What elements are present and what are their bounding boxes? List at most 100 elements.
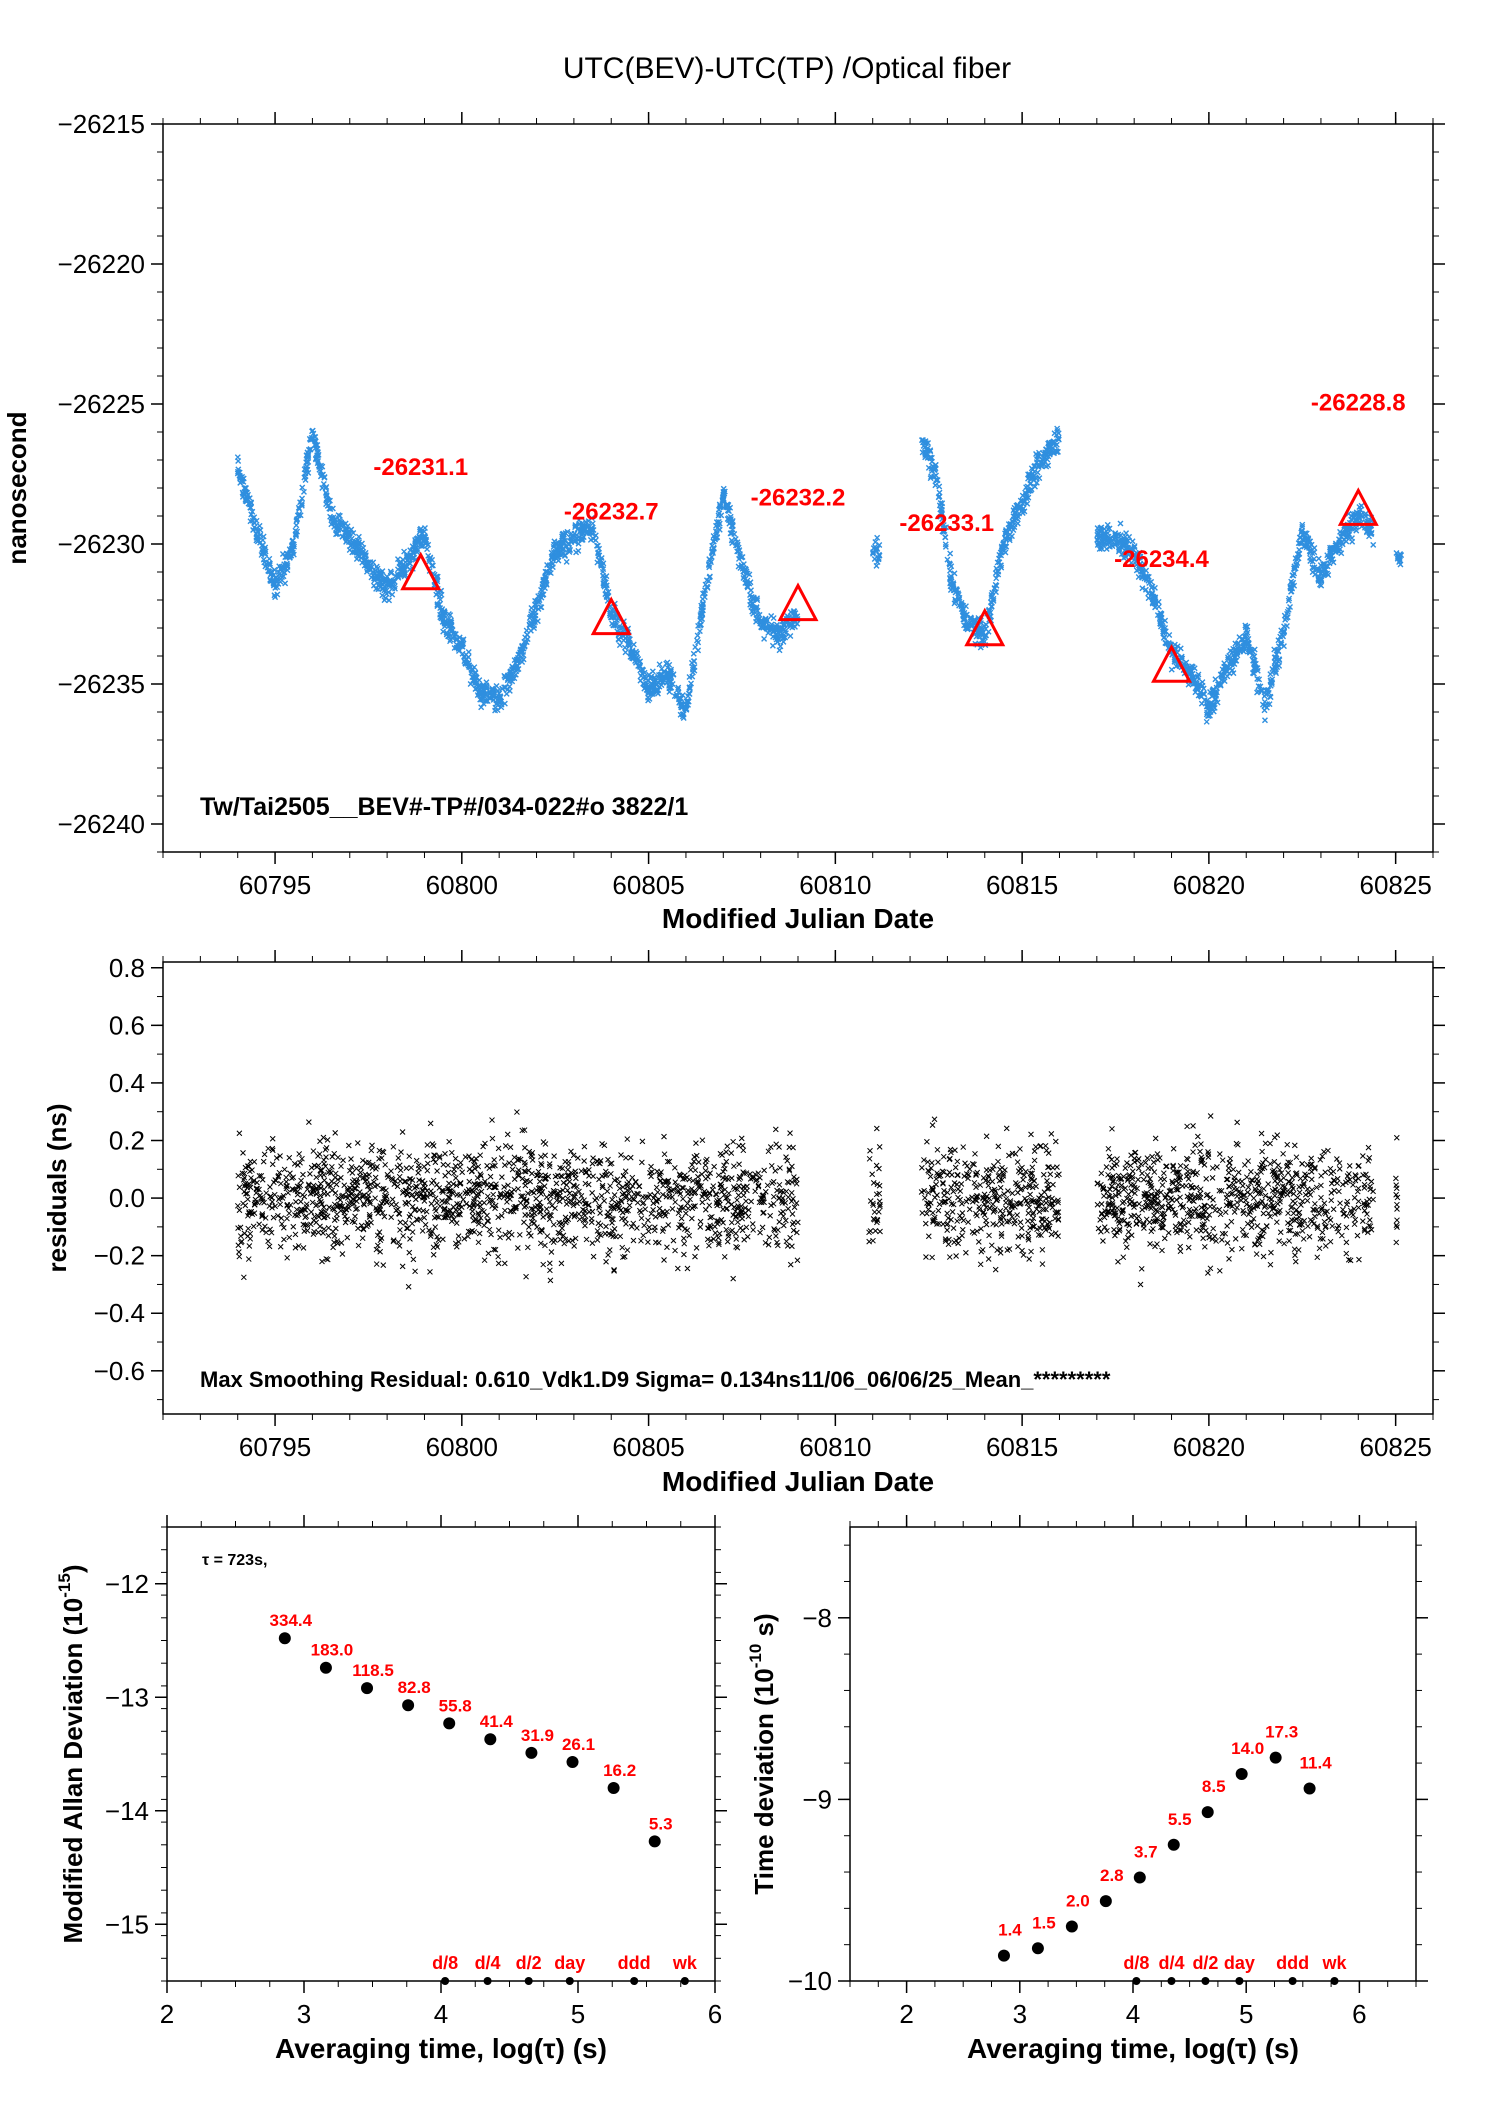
time-series-point	[1166, 631, 1173, 638]
residual-point	[502, 1207, 508, 1214]
residual-point	[521, 1219, 527, 1226]
time-series-point	[646, 695, 653, 702]
time-series-point	[403, 552, 410, 559]
residual-point	[495, 1145, 502, 1152]
residual-point	[571, 1243, 578, 1249]
time-series-point	[535, 593, 542, 600]
residual-point	[495, 1253, 501, 1260]
time-series-point	[387, 568, 394, 575]
residual-point	[706, 1242, 712, 1249]
residual-point	[481, 1199, 488, 1206]
residual-point	[352, 1213, 358, 1220]
residual-point	[450, 1203, 457, 1210]
residual-point	[297, 1198, 304, 1205]
residual-point	[265, 1145, 272, 1152]
residual-point	[321, 1226, 327, 1232]
time-series-point	[315, 458, 322, 464]
time-series-point	[277, 575, 284, 582]
time-series-point	[307, 446, 314, 453]
residual-point	[717, 1150, 724, 1157]
time-series-point	[250, 527, 257, 534]
residual-point	[648, 1173, 654, 1180]
residual-point	[669, 1205, 676, 1212]
time-series-point	[323, 483, 330, 490]
residual-point	[602, 1230, 609, 1237]
time-series-point	[421, 525, 428, 532]
residual-point	[866, 1238, 873, 1245]
time-series-point	[286, 554, 293, 561]
time-series-point	[389, 585, 396, 592]
residual-point	[331, 1201, 338, 1208]
time-series-point	[521, 638, 528, 645]
time-series-point	[423, 538, 430, 545]
residual-point	[940, 1180, 946, 1187]
residual-point	[452, 1155, 459, 1162]
residual-point	[413, 1157, 420, 1164]
time-series-point	[429, 562, 436, 569]
residual-point	[619, 1244, 626, 1251]
residual-point	[876, 1198, 883, 1205]
residual-point	[406, 1153, 413, 1160]
residual-point	[424, 1160, 431, 1167]
time-series-ytick-label: −26215	[58, 109, 145, 139]
residual-point	[773, 1233, 779, 1239]
residual-point	[699, 1137, 706, 1144]
residual-point	[983, 1221, 990, 1228]
residual-point	[523, 1273, 529, 1280]
residual-point	[724, 1238, 731, 1245]
residual-point	[933, 1181, 939, 1188]
residual-point	[638, 1215, 645, 1222]
time-series-point	[561, 552, 568, 559]
residual-point	[954, 1218, 961, 1224]
time-series-xtick-label: 60815	[986, 870, 1058, 900]
time-series-point	[479, 683, 486, 690]
residual-point	[440, 1236, 446, 1243]
time-series-point	[598, 562, 605, 569]
residual-point	[400, 1233, 407, 1239]
time-series-point	[353, 548, 360, 555]
time-series-point	[534, 618, 541, 625]
time-series-ytick-label: −26225	[58, 389, 145, 419]
time-series-point	[583, 523, 590, 530]
residual-point	[589, 1189, 595, 1196]
time-series-point	[295, 504, 302, 511]
residual-point	[432, 1195, 439, 1202]
time-series-point	[680, 714, 687, 721]
time-series-point	[436, 601, 443, 608]
residual-point	[457, 1159, 464, 1166]
residual-point	[477, 1152, 484, 1159]
residual-point	[536, 1178, 543, 1185]
time-series-point	[325, 497, 332, 504]
time-series-point	[598, 555, 605, 562]
time-series-point	[617, 625, 624, 632]
residual-point	[481, 1257, 488, 1264]
residual-point	[270, 1179, 277, 1186]
time-series-point	[436, 593, 443, 600]
residual-point	[946, 1196, 952, 1202]
residual-point	[330, 1244, 336, 1251]
time-series-point	[299, 495, 306, 502]
residual-point	[685, 1205, 692, 1212]
residual-point	[997, 1184, 1004, 1191]
residual-point	[724, 1143, 731, 1150]
time-series-point	[329, 505, 336, 512]
marker-label: -26228.8	[1311, 389, 1406, 416]
residual-point	[408, 1164, 415, 1171]
residual-point	[281, 1236, 287, 1243]
time-series-point	[260, 556, 267, 563]
time-series-ylabel: nanosecond	[2, 411, 32, 564]
residual-point	[235, 1242, 242, 1249]
residual-point	[540, 1261, 547, 1268]
time-series-point	[547, 570, 554, 577]
time-series-point	[540, 576, 547, 583]
residual-point	[531, 1189, 537, 1196]
residual-point	[586, 1173, 592, 1179]
residual-point	[358, 1164, 365, 1171]
residual-point	[292, 1198, 299, 1205]
time-series-point	[310, 430, 317, 437]
residual-point	[685, 1190, 691, 1197]
residual-point	[353, 1165, 360, 1172]
residual-point	[334, 1211, 340, 1218]
residual-point	[776, 1219, 783, 1225]
residual-point	[466, 1178, 473, 1185]
